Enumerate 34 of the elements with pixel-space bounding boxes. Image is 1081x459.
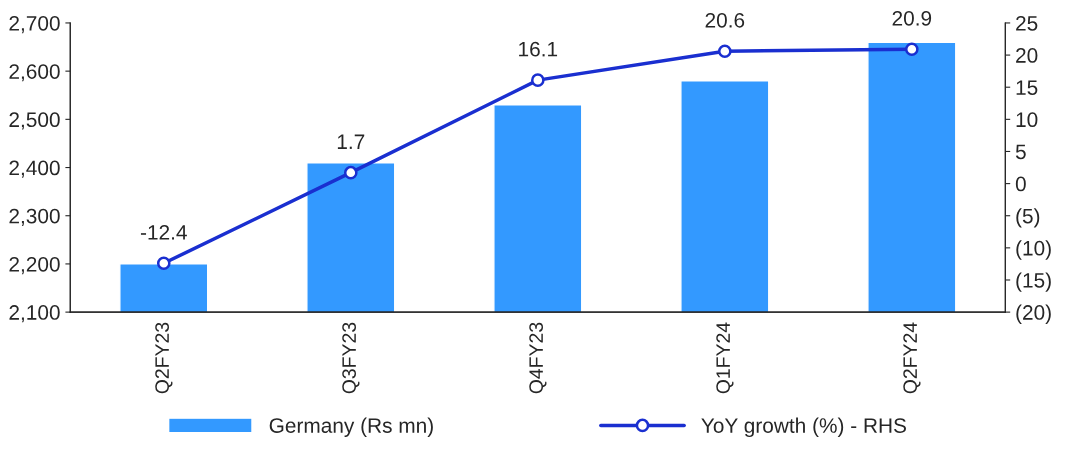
y2-tick-label: 0	[1015, 176, 1026, 192]
data-label: 1.7	[337, 134, 365, 149]
y-tick-label: 2,200	[9, 256, 60, 275]
legend-label: Germany (Rs mn)	[269, 417, 433, 438]
point	[718, 44, 732, 59]
x-tick-label: Q2FY23	[155, 322, 173, 394]
y2-tick-label: 25	[1016, 15, 1038, 31]
point	[156, 256, 171, 271]
point	[530, 73, 545, 87]
data-label: 20.6	[705, 12, 745, 28]
legend-label: YoY growth (%) - RHS	[701, 417, 906, 438]
y2-tick-label: 20	[1016, 48, 1038, 63]
x-tick-label: Q3FY23	[342, 322, 360, 394]
y2-tick-label: 15	[1016, 80, 1038, 95]
y-tick-label: 2,400	[9, 160, 60, 178]
x-tick-label: Q4FY23	[529, 322, 547, 394]
y2-tick-label: 10	[1016, 112, 1038, 128]
y-tick-label: 2,300	[9, 208, 60, 226]
point	[343, 165, 358, 180]
data-label: 16.1	[519, 41, 558, 57]
data-label: -12.4	[140, 224, 187, 240]
y-tick-label: 2,500	[9, 112, 60, 130]
y-tick-label: 2,700	[9, 15, 60, 34]
y2-tick-label: (5)	[1016, 208, 1040, 228]
y2-tick-label: (20)	[1016, 304, 1051, 324]
x-tick-label: Q2FY24	[903, 322, 921, 394]
point	[905, 42, 919, 57]
x-tick-label: Q1FY24	[716, 322, 734, 394]
y2-tick-label: (15)	[1016, 272, 1051, 292]
y2-tick-label: 5	[1015, 144, 1026, 160]
y-tick-label: 2,100	[9, 305, 60, 323]
data-label: 20.9	[892, 10, 932, 26]
y2-tick-label: (10)	[1016, 240, 1051, 260]
y-tick-label: 2,600	[9, 64, 60, 82]
